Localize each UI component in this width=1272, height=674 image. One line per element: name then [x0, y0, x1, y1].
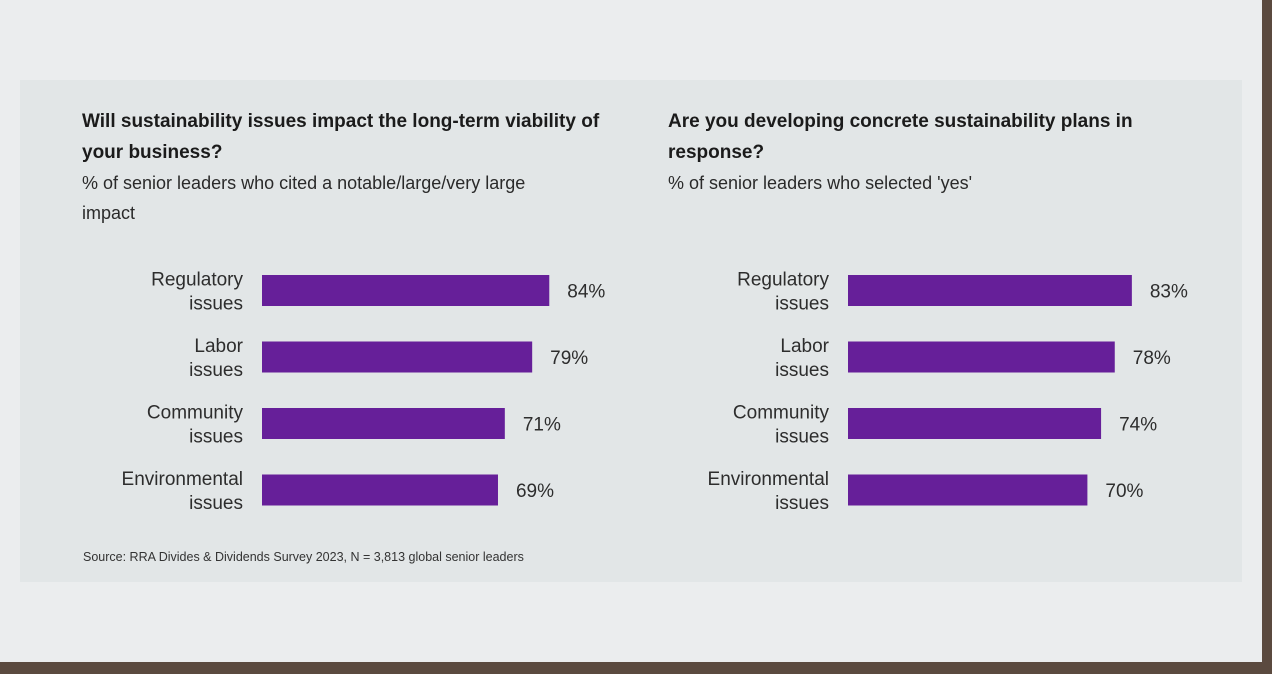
value-label: 74%: [1119, 415, 1157, 436]
category-label-line: issues: [775, 427, 829, 448]
chart-panel: Will sustainability issues impact the lo…: [20, 80, 1242, 582]
category-label-line: issues: [775, 493, 829, 514]
bar: [848, 474, 1088, 506]
bar: [262, 341, 533, 373]
category-label-line: Labor: [194, 336, 243, 357]
slide-background: Will sustainability issues impact the lo…: [0, 0, 1262, 662]
category-label: Regulatory issues: [151, 270, 243, 315]
value-label: 83%: [1150, 282, 1188, 303]
bar: [848, 408, 1102, 439]
bar: [848, 341, 1115, 373]
value-label: 69%: [516, 481, 554, 502]
source-note: Source: RRA Divides & Dividends Survey 2…: [83, 550, 524, 564]
category-label-line: issues: [189, 427, 243, 448]
bar: [262, 408, 505, 439]
value-label: 71%: [523, 415, 561, 436]
bar-area: Regulatory issues 84% Labor issues 79% Communi…: [82, 260, 642, 520]
chart-title: Are you developing concrete sustainabili…: [668, 111, 1133, 163]
category-label: Labor issues: [189, 336, 244, 381]
category-label: Regulatory issues: [737, 270, 829, 315]
chart-subtitle: % of senior leaders who selected 'yes': [668, 173, 973, 193]
category-label: Labor issues: [775, 336, 830, 381]
category-label-line: issues: [775, 294, 829, 315]
chart-title: Will sustainability issues impact the lo…: [82, 111, 600, 163]
value-label: 84%: [567, 282, 605, 303]
category-label-line: issues: [775, 360, 829, 381]
category-label: Community issues: [147, 403, 244, 448]
bar-chart-svg: Regulatory issues 83% Labor issues 78% Communi…: [708, 270, 1188, 515]
bar-area: Regulatory issues 83% Labor issues 78% Communi…: [668, 260, 1228, 520]
category-label-line: issues: [189, 294, 243, 315]
category-label-line: Labor: [780, 336, 829, 357]
bar-chart-svg: Regulatory issues 84% Labor issues 79% Communi…: [122, 270, 606, 515]
category-label-line: Regulatory: [151, 270, 243, 291]
chart-subtitle: % of senior leaders who cited a notable/…: [82, 173, 526, 223]
chart-business-impact: Will sustainability issues impact the lo…: [82, 80, 642, 520]
bar: [262, 474, 498, 506]
value-label: 79%: [550, 348, 588, 369]
bar: [848, 275, 1132, 306]
value-label: 78%: [1133, 348, 1171, 369]
category-label-line: Environmental: [122, 469, 243, 490]
category-label-line: Regulatory: [737, 270, 829, 291]
category-label-line: Environmental: [708, 469, 829, 490]
chart-sustainability-plans: Are you developing concrete sustainabili…: [668, 80, 1228, 520]
category-label-line: Community: [147, 403, 244, 424]
category-label-line: Community: [733, 403, 830, 424]
value-label: 70%: [1105, 481, 1143, 502]
bar: [262, 275, 550, 306]
category-label: Environmental issues: [122, 469, 243, 514]
category-label-line: issues: [189, 493, 243, 514]
category-label: Environmental issues: [708, 469, 829, 514]
category-label-line: issues: [189, 360, 243, 381]
category-label: Community issues: [733, 403, 830, 448]
